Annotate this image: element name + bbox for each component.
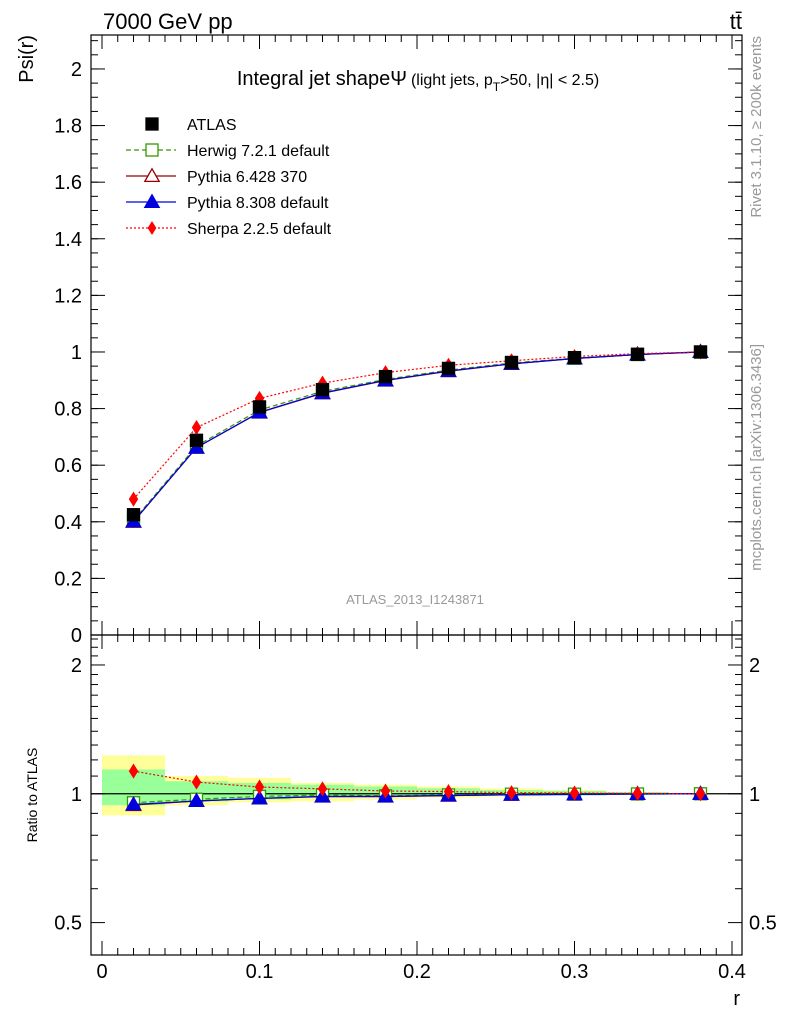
sherpa-ratio-point [695,786,706,802]
legend-label-pythia8: Pythia 8.308 default [187,195,329,212]
sherpa-line [133,351,701,500]
x-tick-label: 0.2 [403,961,431,983]
y-tick-label: 1.2 [54,285,82,307]
legend-label-herwig: Herwig 7.2.1 default [187,143,330,160]
ratio-y-tick-label-left: 2 [71,655,82,677]
y-tick-label: 0 [71,625,82,647]
analysis-watermark: ATLAS_2013_I1243871 [346,592,484,607]
sherpa-ratio-point [191,774,202,790]
stat-uncertainty-band [165,781,228,802]
legend-label-atlas: ATLAS [187,117,237,134]
top-panel: 0 0.2 0.4 0.6 0.8 1 1.2 1.4 1.6 1.8 2 Integral jet… [54,34,743,647]
ratio-y-tick-label-right: 1 [749,784,760,806]
atlas-point [378,369,393,384]
atlas-point [189,433,204,447]
atlas-point [504,355,519,370]
ratio-series-sherpa [128,763,706,802]
y-tick-label: 1.8 [54,116,82,138]
rivet-version-label: Rivet 3.1.10, ≥ 200k events [748,36,765,218]
x-tick-label: 0.3 [561,961,589,983]
series-herwig [126,345,708,528]
pythia8-ratio-point [125,795,142,811]
energy-label: 7000 GeV pp [103,9,233,34]
plot-title: Integral jet shapeΨ (light jets, pT>50, |… [237,68,599,94]
ratio-y-tick-label-right: 0.5 [749,913,777,935]
pythia6-line [133,351,701,523]
legend-marker-pythia8 [143,193,161,209]
ratio-y-axis-label: Ratio to ATLAS [24,748,40,843]
legend-label-pythia6: Pythia 6.428 370 [187,169,307,186]
sherpa-ratio-point [506,785,517,801]
x-tick-label: 0.4 [718,961,746,983]
pythia8-ratio-point [251,789,268,805]
y-tick-label: 0.2 [54,568,82,590]
sherpa-ratio-point [254,779,265,795]
mcplots-reference-label: mcplots.cern.ch [arXiv:1306.3436] [748,344,765,571]
y-tick-label: 0.8 [54,399,82,421]
x-tick-label: 0 [96,961,107,983]
ratio-panel: 0.5 0.5 1 1 2 2 0 0.1 0.2 0.3 0.4 [54,634,777,983]
pythia8-ratio-point [188,792,205,808]
atlas-point [126,508,141,522]
series-atlas [126,345,708,522]
series-pythia6 [125,343,709,528]
ratio-y-tick-label-left: 0.5 [54,913,82,935]
pythia8-ratio-line [133,793,701,806]
x-tick-label: 0.1 [246,961,274,983]
series-sherpa [128,344,706,507]
legend-marker-atlas [145,117,159,131]
ratio-y-tick-label-left: 1 [71,784,82,806]
x-axis-label: r [733,988,740,1010]
sherpa-point [128,491,139,507]
y-tick-label: 0.4 [54,512,82,534]
series-pythia8 [125,343,709,528]
herwig-line [133,351,701,521]
sherpa-ratio-point [128,763,139,779]
legend: ATLAS Herwig 7.2.1 default Pythia 6.428 37… [126,117,332,238]
sherpa-ratio-point [380,783,391,799]
atlas-point [693,345,708,359]
pythia8-line [133,351,701,522]
atlas-point [567,350,582,365]
legend-label-sherpa: Sherpa 2.2.5 default [187,221,332,238]
y-tick-label: 2 [71,59,82,81]
atlas-point [441,361,456,376]
y-tick-label: 1.4 [54,229,82,251]
sherpa-ratio-point [317,781,328,797]
atlas-point [252,400,267,414]
legend-marker-herwig [145,143,159,157]
sherpa-ratio-point [632,785,643,801]
legend-marker-pythia6 [143,167,161,183]
sherpa-ratio-point [569,785,580,801]
sherpa-ratio-line [133,770,701,795]
process-label: tt̄ [730,9,742,34]
sherpa-ratio-point [443,784,454,800]
y-tick-label: 1.6 [54,172,82,194]
ratio-y-tick-label-right: 2 [749,655,760,677]
y-tick-label: 1 [71,342,82,364]
y-axis-label: Psi(r) [16,35,38,83]
y-tick-label: 0.6 [54,455,82,477]
atlas-point [630,347,645,361]
atlas-point [315,382,330,397]
sherpa-point [191,420,202,436]
legend-marker-sherpa [147,221,157,235]
